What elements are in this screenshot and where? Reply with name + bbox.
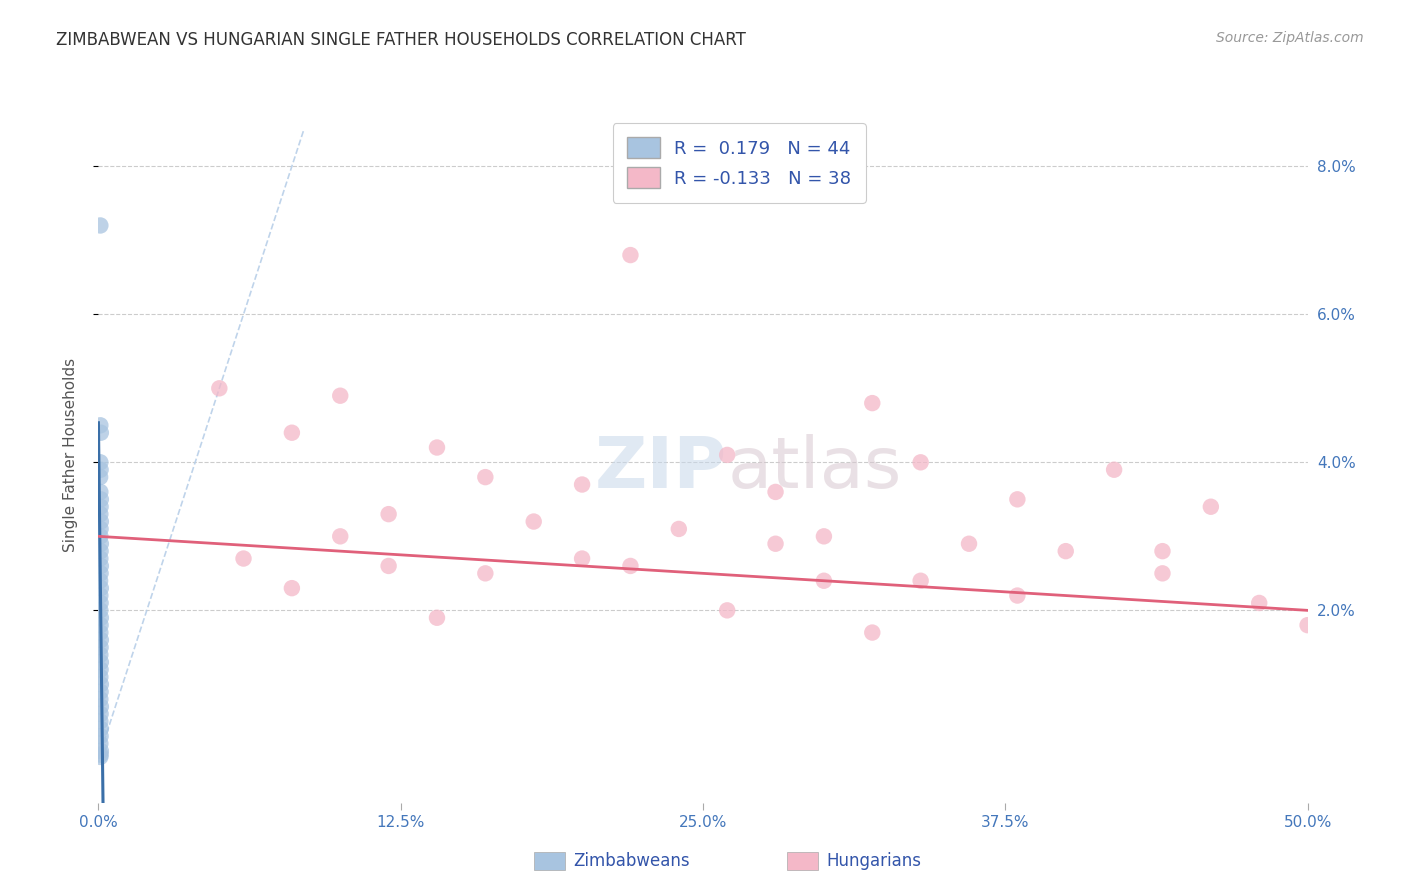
Point — [377, 558, 399, 573]
Point — [281, 581, 304, 595]
Point — [90, 663, 112, 677]
Point — [90, 640, 112, 655]
Point — [89, 418, 111, 433]
Point — [89, 589, 111, 603]
Point — [619, 558, 641, 573]
Point — [89, 737, 111, 751]
Point — [208, 381, 231, 395]
Point — [89, 219, 111, 233]
Point — [860, 396, 883, 410]
Point — [523, 515, 546, 529]
Point — [716, 448, 738, 462]
Point — [668, 522, 690, 536]
Point — [426, 441, 449, 455]
Point — [232, 551, 254, 566]
Point — [90, 611, 112, 625]
Text: atlas: atlas — [727, 434, 901, 503]
Point — [90, 655, 112, 669]
Text: Source: ZipAtlas.com: Source: ZipAtlas.com — [1216, 31, 1364, 45]
Point — [89, 529, 111, 543]
Text: ZIP: ZIP — [595, 434, 727, 503]
Point — [1296, 618, 1319, 632]
Point — [90, 729, 112, 743]
Point — [377, 507, 399, 521]
Text: Zimbabweans: Zimbabweans — [574, 852, 690, 870]
Point — [571, 477, 593, 491]
Point — [90, 537, 112, 551]
Point — [860, 625, 883, 640]
Point — [329, 529, 352, 543]
Point — [89, 714, 111, 729]
Point — [1152, 544, 1174, 558]
Point — [813, 529, 835, 543]
Point — [89, 455, 111, 469]
Point — [474, 470, 496, 484]
Point — [1152, 566, 1174, 581]
Point — [89, 625, 111, 640]
Point — [90, 618, 112, 632]
Point — [619, 248, 641, 262]
Point — [90, 515, 112, 529]
Point — [90, 425, 112, 440]
Text: ZIMBABWEAN VS HUNGARIAN SINGLE FATHER HOUSEHOLDS CORRELATION CHART: ZIMBABWEAN VS HUNGARIAN SINGLE FATHER HO… — [56, 31, 747, 49]
Point — [90, 463, 112, 477]
Point — [1054, 544, 1077, 558]
Point — [90, 747, 112, 762]
Point — [426, 611, 449, 625]
Point — [716, 603, 738, 617]
Point — [1102, 463, 1125, 477]
Y-axis label: Single Father Households: Single Father Households — [63, 358, 77, 552]
Point — [90, 632, 112, 647]
Point — [89, 470, 111, 484]
Point — [1249, 596, 1271, 610]
Point — [89, 484, 111, 499]
Point — [90, 558, 112, 573]
Point — [957, 537, 980, 551]
Point — [910, 455, 932, 469]
Point — [90, 566, 112, 581]
Point — [90, 500, 112, 514]
Point — [765, 484, 787, 499]
Point — [281, 425, 304, 440]
Point — [813, 574, 835, 588]
Point — [329, 389, 352, 403]
Point — [89, 648, 111, 662]
Point — [571, 551, 593, 566]
Point — [89, 574, 111, 588]
Point — [90, 722, 112, 736]
Point — [474, 566, 496, 581]
Point — [90, 492, 112, 507]
Text: Hungarians: Hungarians — [827, 852, 922, 870]
Point — [89, 692, 111, 706]
Point — [89, 507, 111, 521]
Point — [90, 581, 112, 595]
Point — [765, 537, 787, 551]
Point — [89, 750, 111, 764]
Point — [90, 706, 112, 721]
Point — [89, 603, 111, 617]
Point — [90, 544, 112, 558]
Point — [90, 596, 112, 610]
Point — [1007, 492, 1029, 507]
Point — [89, 551, 111, 566]
Point — [90, 685, 112, 699]
Point — [89, 670, 111, 684]
Point — [90, 677, 112, 691]
Point — [1199, 500, 1222, 514]
Point — [90, 522, 112, 536]
Point — [1007, 589, 1029, 603]
Point — [910, 574, 932, 588]
Point — [90, 699, 112, 714]
Point — [90, 744, 112, 758]
Legend: R =  0.179   N = 44, R = -0.133   N = 38: R = 0.179 N = 44, R = -0.133 N = 38 — [613, 123, 866, 202]
